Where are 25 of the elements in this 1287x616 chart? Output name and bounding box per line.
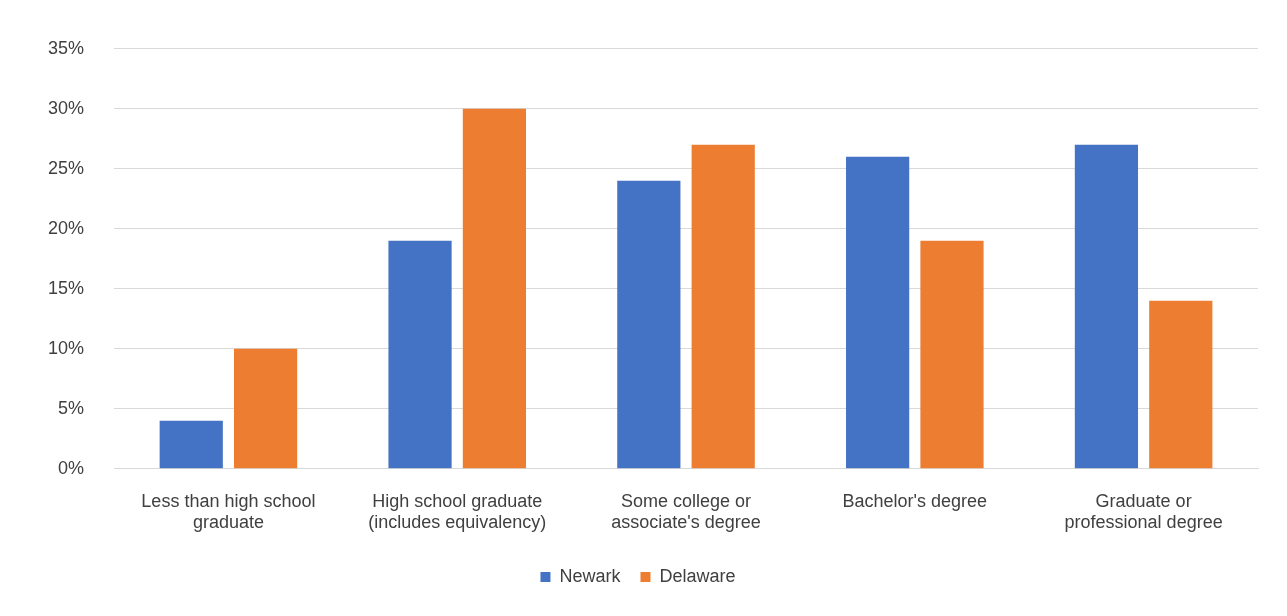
legend-label: Delaware [659, 565, 736, 586]
legend-label: Newark [559, 565, 622, 586]
bar [159, 420, 223, 469]
y-tick-label: 30% [48, 97, 85, 118]
y-tick-label: 20% [48, 217, 85, 238]
bar [846, 156, 910, 469]
y-tick-label: 10% [48, 337, 85, 358]
bar [462, 108, 526, 469]
x-tick-label: Less than high school graduate [141, 490, 316, 533]
bar [1149, 300, 1213, 469]
bar [920, 240, 984, 469]
y-tick-label: 35% [48, 37, 85, 58]
x-tick-label: Some college or associate's degree [611, 490, 761, 533]
x-tick-label: Graduate or professional degree [1064, 490, 1223, 533]
y-tick-label: 25% [48, 157, 85, 178]
bar [1074, 144, 1139, 469]
bar [617, 180, 681, 469]
x-tick-label: High school graduate (includes equivalency) [368, 490, 547, 533]
y-tick-label: 15% [48, 277, 85, 298]
bar [691, 144, 755, 469]
bar [388, 240, 452, 469]
y-tick-label: 5% [58, 397, 85, 418]
bar [234, 348, 298, 469]
y-tick-label: 0% [58, 457, 85, 478]
x-tick-label: Bachelor's degree [842, 490, 988, 511]
